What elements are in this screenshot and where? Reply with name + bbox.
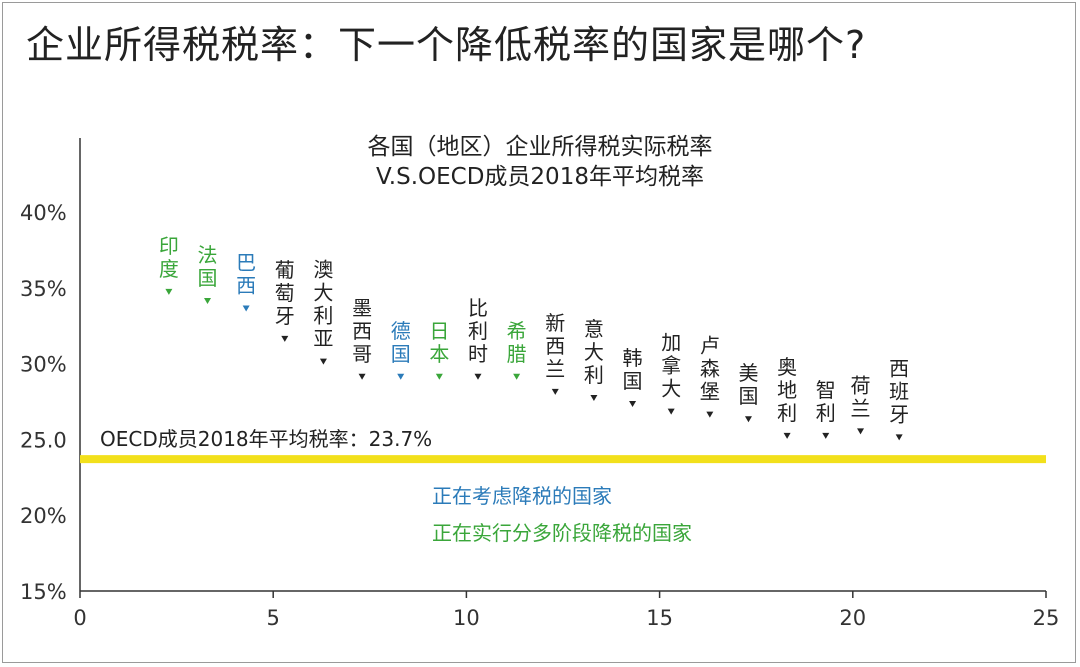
point-marker (474, 373, 482, 380)
data-point: 澳大利亚 (313, 258, 333, 365)
point-marker (204, 297, 212, 304)
data-point: 美国 (738, 361, 758, 423)
chart-title-line: V.S.OECD成员2018年平均税率 (376, 164, 704, 190)
chart-axes (79, 138, 1046, 592)
point-label: 希腊 (507, 319, 527, 366)
x-axis-ticks: 0 5 10 15 20 25 (73, 591, 1059, 630)
y-tick-label: 25.0 (20, 428, 67, 452)
point-marker (551, 388, 559, 395)
point-marker (358, 373, 366, 380)
data-point: 新西兰 (545, 311, 565, 395)
data-point: 巴西 (236, 251, 256, 312)
point-label: 加拿大 (661, 331, 681, 401)
data-point: 加拿大 (661, 331, 681, 415)
point-marker (706, 411, 714, 418)
point-marker (165, 288, 173, 295)
point-label: 日本 (429, 319, 449, 366)
point-label: 法国 (198, 243, 218, 290)
oecd-average-line: OECD成员2018年平均税率：23.7% (80, 427, 1046, 464)
data-point: 智利 (816, 378, 836, 439)
data-point: 法国 (198, 243, 218, 304)
point-marker (319, 358, 327, 365)
data-point: 希腊 (507, 319, 527, 380)
point-label: 卢森堡 (700, 334, 720, 404)
point-label: 韩国 (623, 346, 643, 393)
point-marker (895, 434, 903, 441)
point-marker (435, 373, 443, 380)
y-tick-label: 15% (20, 580, 67, 604)
point-label: 比利时 (468, 296, 488, 366)
country-points: 印度法国巴西葡萄牙澳大利亚墨西哥德国日本比利时希腊新西兰意大利韩国加拿大卢森堡美… (159, 234, 909, 441)
point-marker (590, 394, 598, 401)
x-tick-label: 10 (453, 606, 480, 630)
point-label: 德国 (391, 319, 411, 366)
point-marker (242, 305, 250, 312)
legend-entry: 正在考虑降税的国家 (432, 484, 612, 508)
point-label: 奥地利 (777, 355, 797, 425)
page-headline: 企业所得税税率：下一个降低税率的国家是哪个? (26, 23, 867, 67)
data-point: 韩国 (623, 346, 643, 408)
data-point: 印度 (159, 234, 179, 295)
point-marker (397, 373, 405, 380)
data-point: 墨西哥 (352, 296, 372, 380)
reference-line-label: OECD成员2018年平均税率：23.7% (100, 427, 432, 451)
point-label: 西班牙 (889, 356, 909, 426)
x-tick-label: 25 (1033, 606, 1060, 630)
point-label: 墨西哥 (352, 296, 372, 366)
x-tick-label: 20 (839, 606, 866, 630)
data-point: 西班牙 (889, 356, 909, 441)
data-point: 荷兰 (851, 373, 871, 435)
point-marker (629, 401, 637, 408)
point-label: 印度 (159, 234, 179, 281)
point-marker (822, 432, 830, 439)
point-label: 巴西 (236, 251, 256, 298)
point-label: 智利 (816, 378, 836, 425)
y-tick-label: 35% (20, 277, 67, 301)
x-tick-label: 5 (267, 606, 280, 630)
point-marker (281, 335, 289, 342)
point-marker (744, 416, 752, 423)
y-tick-label: 40% (20, 201, 67, 225)
data-point: 奥地利 (777, 355, 797, 439)
point-marker (667, 408, 675, 415)
y-tick-label: 20% (20, 504, 67, 528)
x-tick-label: 15 (646, 606, 673, 630)
chart-title: 各国（地区）企业所得税实际税率 V.S.OECD成员2018年平均税率 (368, 134, 713, 190)
point-label: 新西兰 (545, 311, 565, 381)
data-point: 日本 (429, 319, 449, 380)
point-label: 葡萄牙 (275, 258, 295, 328)
point-label: 澳大利亚 (313, 258, 333, 351)
y-axis-ticks: 15% 20% 25.0 30% 35% 40% (20, 201, 67, 604)
data-point: 卢森堡 (700, 334, 720, 418)
chart-title-line: 各国（地区）企业所得税实际税率 (368, 134, 713, 160)
point-label: 美国 (738, 361, 758, 408)
point-label: 意大利 (584, 317, 604, 387)
x-tick-label: 0 (73, 606, 86, 630)
data-point: 意大利 (584, 317, 604, 401)
point-marker (857, 428, 865, 435)
legend-entry: 正在实行分多阶段降税的国家 (432, 521, 692, 545)
point-marker (513, 373, 521, 380)
y-tick-label: 30% (20, 353, 67, 377)
data-point: 德国 (391, 319, 411, 380)
data-point: 比利时 (468, 296, 488, 380)
point-label: 荷兰 (851, 373, 871, 420)
point-marker (783, 432, 791, 439)
data-point: 葡萄牙 (275, 258, 295, 342)
